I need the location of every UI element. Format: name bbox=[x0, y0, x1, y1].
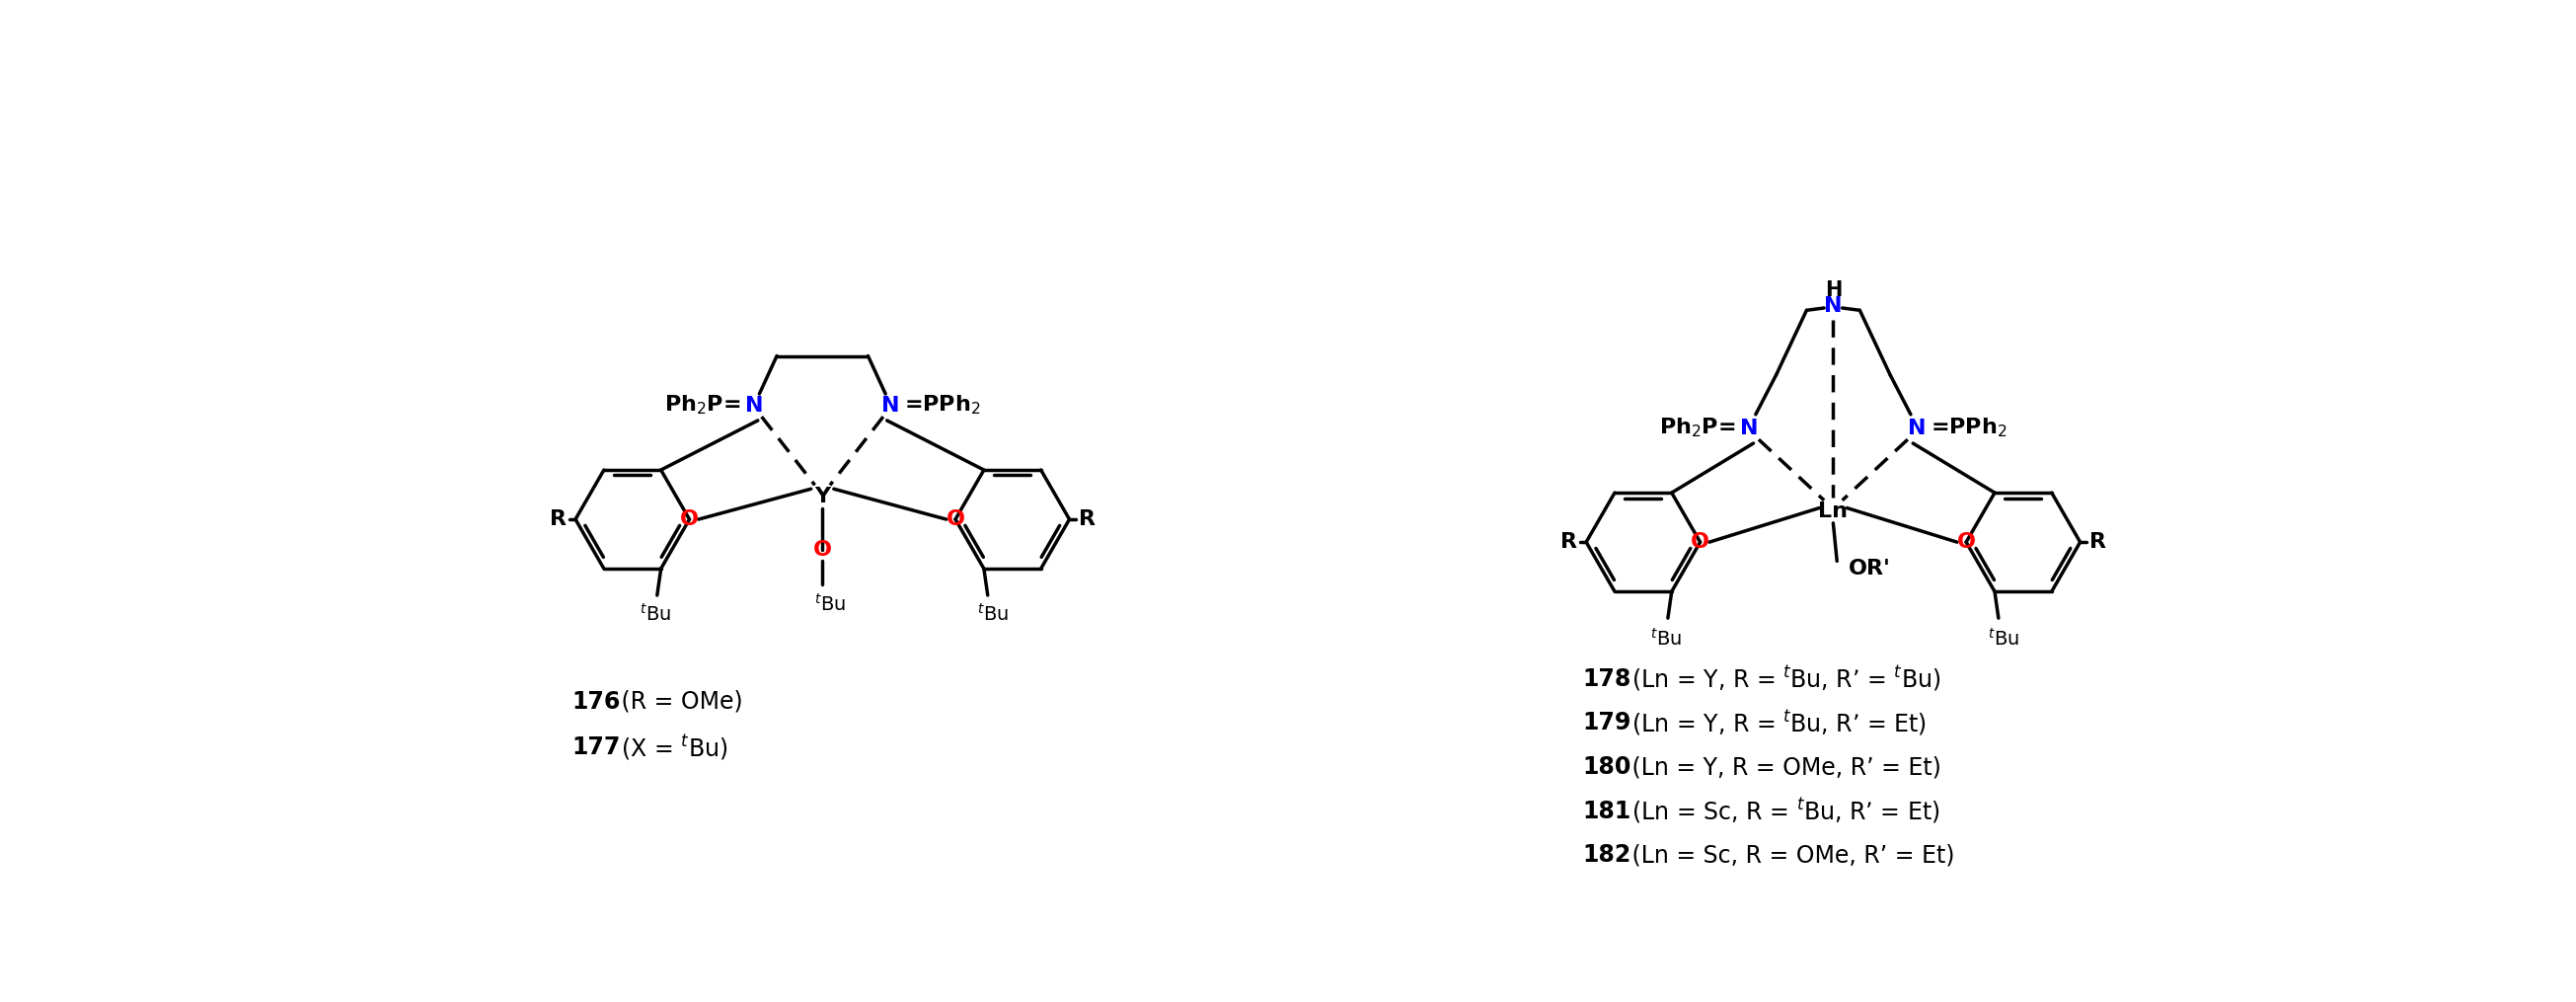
Text: (R = OMe): (R = OMe) bbox=[613, 690, 742, 713]
Text: $^t$Bu: $^t$Bu bbox=[1989, 628, 2020, 649]
Text: O: O bbox=[1958, 532, 1976, 552]
Text: O: O bbox=[945, 509, 966, 529]
Text: $^t$Bu: $^t$Bu bbox=[976, 603, 1010, 625]
Text: (Ln = Sc, R = $^t$Bu, R’ = Et): (Ln = Sc, R = $^t$Bu, R’ = Et) bbox=[1625, 797, 1940, 826]
Text: N: N bbox=[1824, 297, 1842, 317]
Text: R: R bbox=[2089, 532, 2107, 552]
Text: R: R bbox=[549, 509, 567, 529]
Text: 177: 177 bbox=[572, 735, 621, 760]
Text: O: O bbox=[680, 509, 698, 529]
Text: (Ln = Y, R = $^t$Bu, R’ = Et): (Ln = Y, R = $^t$Bu, R’ = Et) bbox=[1625, 708, 1927, 737]
Text: 176: 176 bbox=[572, 690, 621, 713]
Text: 180: 180 bbox=[1582, 756, 1631, 779]
Text: Y: Y bbox=[814, 487, 829, 506]
Text: R: R bbox=[1561, 532, 1577, 552]
Text: 178: 178 bbox=[1582, 667, 1631, 690]
Text: N: N bbox=[1909, 418, 1927, 438]
Text: (Ln = Sc, R = OMe, R’ = Et): (Ln = Sc, R = OMe, R’ = Et) bbox=[1625, 844, 1955, 867]
Text: (X = $^t$Bu): (X = $^t$Bu) bbox=[613, 732, 726, 762]
Text: (Ln = Y, R = $^t$Bu, R’ = $^t$Bu): (Ln = Y, R = $^t$Bu, R’ = $^t$Bu) bbox=[1625, 664, 1940, 693]
Text: OR': OR' bbox=[1850, 559, 1891, 578]
Text: =PPh$_2$: =PPh$_2$ bbox=[1929, 417, 2007, 440]
Text: (Ln = Y, R = OMe, R’ = Et): (Ln = Y, R = OMe, R’ = Et) bbox=[1625, 756, 1940, 779]
Text: Ph$_2$P=: Ph$_2$P= bbox=[665, 394, 739, 417]
Text: $^t$Bu: $^t$Bu bbox=[1649, 628, 1682, 649]
Text: =PPh$_2$: =PPh$_2$ bbox=[904, 394, 981, 417]
Text: $^t$Bu: $^t$Bu bbox=[639, 603, 670, 625]
Text: H: H bbox=[1824, 280, 1842, 300]
Text: 181: 181 bbox=[1582, 800, 1631, 823]
Text: N: N bbox=[744, 396, 762, 415]
Text: O: O bbox=[1690, 532, 1710, 552]
Text: R: R bbox=[1079, 509, 1095, 529]
Text: O: O bbox=[814, 540, 832, 559]
Text: 182: 182 bbox=[1582, 844, 1631, 867]
Text: Ph$_2$P=: Ph$_2$P= bbox=[1659, 417, 1736, 440]
Text: 179: 179 bbox=[1582, 711, 1631, 734]
Text: $^t$Bu: $^t$Bu bbox=[814, 593, 845, 615]
Text: Ln: Ln bbox=[1819, 502, 1847, 522]
Text: N: N bbox=[881, 396, 899, 415]
Text: N: N bbox=[1741, 418, 1759, 438]
